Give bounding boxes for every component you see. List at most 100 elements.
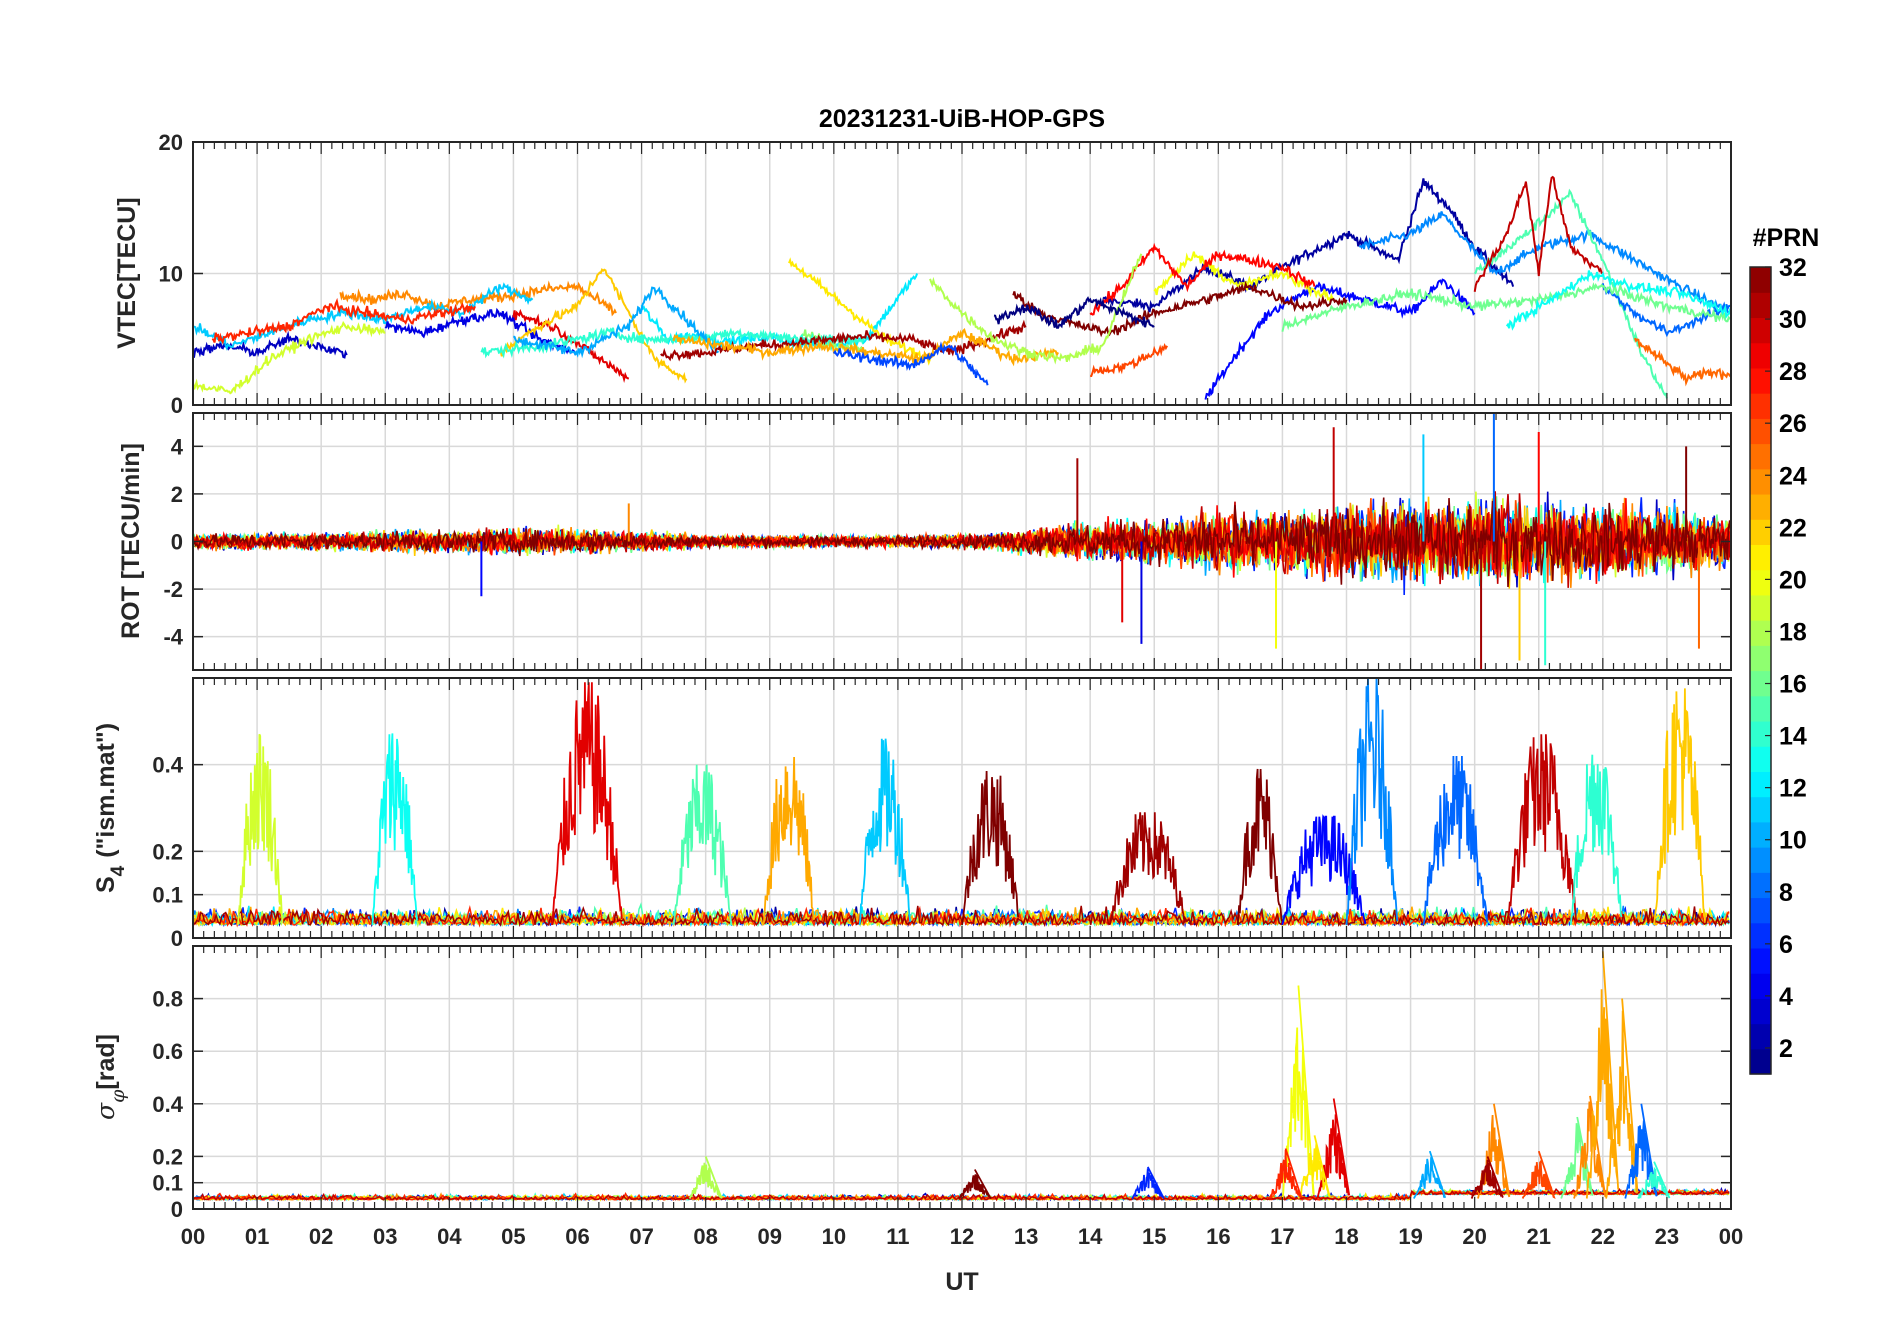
rot-series-prn-32	[193, 497, 1731, 588]
colorbar-band	[1750, 267, 1771, 293]
x-tick-label: 18	[1334, 1224, 1358, 1249]
s4-label-main: S	[92, 876, 120, 893]
colorbar-band	[1750, 872, 1771, 899]
colorbar-label: #PRN	[1753, 224, 1820, 252]
colorbar-tick-label: 18	[1779, 618, 1807, 646]
x-tick-label: 00	[1719, 1224, 1743, 1249]
vtec-series-prn-8	[1601, 283, 1731, 338]
colorbar-band	[1750, 847, 1771, 873]
sigma-phi-y-tick-labels: 00.10.2 0.4 0.6 0.8	[152, 987, 183, 1222]
colorbar-tick-label: 6	[1779, 931, 1793, 959]
s4-burst-prn-31	[1108, 812, 1187, 926]
colorbar-band	[1750, 620, 1771, 646]
colorbar-band	[1750, 317, 1771, 344]
x-tick-labels: 00 01 02 03 04 05 06 07 08 09 10 11 12 13 14 15 16 17 18 19…	[181, 1224, 1743, 1249]
colorbar-band	[1750, 544, 1771, 571]
colorbar-tick-label: 20	[1779, 566, 1807, 594]
vtec-y-tick-labels: 0 10 20	[159, 130, 183, 418]
colorbar-tick-label: 26	[1779, 410, 1807, 438]
s4-burst-prn-9	[1345, 678, 1399, 926]
x-tick-label: 17	[1270, 1224, 1294, 1249]
rot-y-tick-label: 4	[171, 434, 184, 459]
colorbar-band	[1750, 973, 1771, 999]
colorbar-tick-label: 8	[1779, 879, 1793, 907]
vtec-series-prn-9	[1358, 211, 1731, 316]
colorbar-band	[1750, 418, 1771, 445]
colorbar-band	[1750, 998, 1771, 1025]
x-tick-label: 10	[822, 1224, 846, 1249]
s4-burst-prn-29	[551, 682, 623, 926]
s4-burst-prn-32	[1236, 768, 1284, 926]
sigma-phi-panel: 00.10.2 0.4 0.6 0.8 σφ[rad]	[91, 945, 1732, 1222]
s4-burst-prn-32	[961, 770, 1019, 926]
x-tick-label: 14	[1078, 1224, 1103, 1249]
vtec-series-prn-32	[1012, 280, 1348, 338]
vtec-series-prn-30	[1473, 175, 1604, 292]
sigma-phi-spike-prn-14	[1637, 1161, 1671, 1199]
vtec-series-prn-27	[211, 297, 476, 345]
colorbar-band	[1750, 897, 1771, 924]
sigma-phi-spike-prn-18	[688, 1156, 723, 1199]
vtec-series-prn-19	[193, 320, 386, 395]
colorbar-band	[1750, 493, 1771, 520]
sigma-phi-y-tick-label: 0.4	[152, 1092, 183, 1117]
colorbar-band	[1750, 292, 1771, 319]
s4-burst-prn-30	[1505, 734, 1578, 926]
colorbar-tick-label: 32	[1779, 254, 1807, 282]
colorbar-tick-label: 10	[1779, 827, 1807, 855]
colorbar-band	[1750, 519, 1771, 546]
sigma-phi-spike-prn-24	[1573, 1095, 1607, 1199]
s4-y-tick-label: 0.2	[152, 839, 183, 864]
colorbar-tick-label: 12	[1779, 775, 1807, 803]
colorbar-band	[1750, 1023, 1771, 1050]
vtec-series-prn-15	[1473, 188, 1668, 399]
s4-y-tick-label: 0.4	[152, 753, 183, 778]
s4-y-axis-label: S4 ("ism.mat")	[92, 723, 129, 893]
x-tick-label: 21	[1527, 1224, 1551, 1249]
x-tick-label: 08	[693, 1224, 717, 1249]
rot-y-tick-label: -2	[163, 577, 183, 602]
x-tick-label: 09	[758, 1224, 782, 1249]
s4-y-tick-label: 0.1	[152, 883, 183, 908]
vtec-series-prn-7	[832, 341, 989, 386]
vtec-y-tick-label: 10	[159, 262, 183, 287]
colorbar-band	[1750, 746, 1771, 772]
sigma-phi-spike-prn-23	[1605, 998, 1639, 1199]
x-tick-label: 05	[501, 1224, 525, 1249]
x-tick-label: 13	[1014, 1224, 1038, 1249]
colorbar-band	[1750, 771, 1771, 798]
vtec-series-prn-26	[1090, 343, 1168, 377]
vtec-series-prn-2	[1102, 178, 1515, 313]
vtec-y-tick-label: 20	[159, 130, 183, 155]
colorbar-band	[1750, 821, 1771, 848]
s4-burst-prn-14	[1569, 754, 1623, 926]
sigma-phi-y-tick-label: 0.6	[152, 1039, 183, 1064]
s4-panel: 0 0.1 0.2 0.4 S4 ("ism.mat")	[92, 677, 1732, 951]
sigma-phi-y-axis-label: σφ[rad]	[91, 1034, 129, 1120]
colorbar-tick-label: 28	[1779, 358, 1807, 386]
rot-y-tick-label: -4	[163, 625, 183, 650]
vtec-series-prn-25	[1633, 337, 1731, 387]
colorbar-band	[1750, 695, 1771, 722]
colorbar-band	[1750, 720, 1771, 747]
sigma-phi-y-tick-label: 0.8	[152, 987, 183, 1012]
vtec-ticks	[192, 141, 1732, 406]
sigma-phi-spike-prn-27	[1268, 1148, 1303, 1200]
x-tick-label: 02	[309, 1224, 333, 1249]
colorbar-tick-label: 14	[1779, 723, 1807, 751]
colorbar-tick-label: 4	[1779, 983, 1793, 1011]
vtec-series-prn-21	[788, 257, 931, 366]
sigma-phi-spike-prn-26	[1521, 1150, 1556, 1199]
x-tick-label: 07	[629, 1224, 653, 1249]
vtec-y-axis-label: VTEC[TECU]	[113, 197, 141, 348]
colorbar-tick-label: 22	[1779, 514, 1807, 542]
x-tick-label: 11	[886, 1224, 909, 1249]
colorbar-band	[1750, 393, 1771, 419]
x-tick-label: 22	[1591, 1224, 1615, 1249]
x-tick-label: 23	[1655, 1224, 1679, 1249]
x-tick-label: 20	[1462, 1224, 1486, 1249]
colorbar-band	[1750, 468, 1771, 495]
rot-y-tick-label: 2	[171, 482, 183, 507]
